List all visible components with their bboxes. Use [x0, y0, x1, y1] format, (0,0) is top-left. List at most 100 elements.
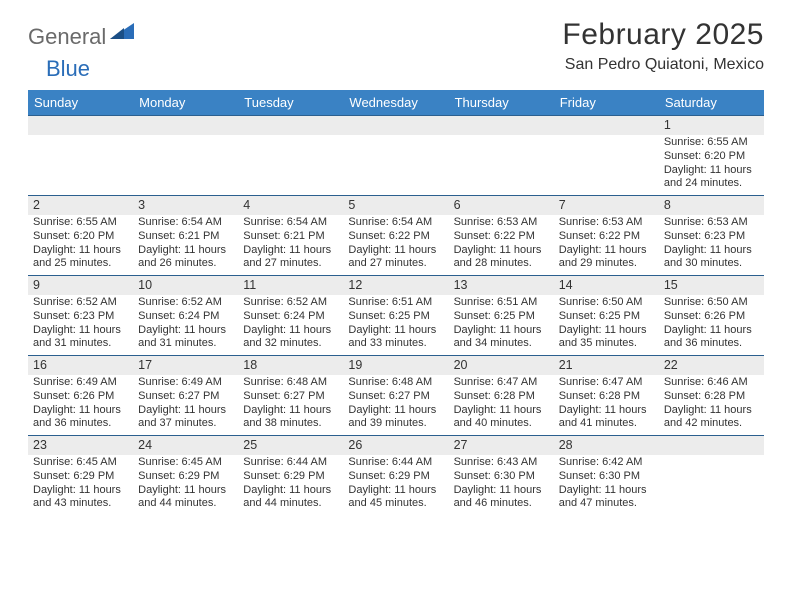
sunrise-line: Sunrise: 6:44 AM	[243, 456, 338, 470]
day-details: Sunrise: 6:44 AMSunset: 6:29 PMDaylight:…	[343, 455, 448, 515]
sunrise-line: Sunrise: 6:55 AM	[33, 216, 128, 230]
day-details: Sunrise: 6:55 AMSunset: 6:20 PMDaylight:…	[659, 135, 764, 195]
daylight-line: Daylight: 11 hours and 36 minutes.	[664, 324, 759, 352]
daylight-line: Daylight: 11 hours and 32 minutes.	[243, 324, 338, 352]
calendar-day-cell	[659, 435, 764, 515]
calendar-day-cell: 15Sunrise: 6:50 AMSunset: 6:26 PMDayligh…	[659, 275, 764, 355]
sunrise-line: Sunrise: 6:44 AM	[348, 456, 443, 470]
sunrise-line: Sunrise: 6:47 AM	[559, 376, 654, 390]
daylight-line: Daylight: 11 hours and 28 minutes.	[454, 244, 549, 272]
sunrise-line: Sunrise: 6:47 AM	[454, 376, 549, 390]
sunrise-line: Sunrise: 6:51 AM	[348, 296, 443, 310]
day-details: Sunrise: 6:42 AMSunset: 6:30 PMDaylight:…	[554, 455, 659, 515]
day-details	[449, 135, 554, 191]
calendar-day-cell: 18Sunrise: 6:48 AMSunset: 6:27 PMDayligh…	[238, 355, 343, 435]
daylight-line: Daylight: 11 hours and 44 minutes.	[138, 484, 233, 512]
calendar-day-cell	[28, 115, 133, 195]
daylight-line: Daylight: 11 hours and 33 minutes.	[348, 324, 443, 352]
day-details: Sunrise: 6:45 AMSunset: 6:29 PMDaylight:…	[28, 455, 133, 515]
calendar-day-cell	[238, 115, 343, 195]
day-number	[133, 115, 238, 135]
weekday-header: Wednesday	[343, 90, 448, 115]
sunset-line: Sunset: 6:29 PM	[33, 470, 128, 484]
calendar-day-cell: 6Sunrise: 6:53 AMSunset: 6:22 PMDaylight…	[449, 195, 554, 275]
calendar-day-cell: 23Sunrise: 6:45 AMSunset: 6:29 PMDayligh…	[28, 435, 133, 515]
day-number: 4	[238, 195, 343, 215]
sunrise-line: Sunrise: 6:53 AM	[454, 216, 549, 230]
day-details: Sunrise: 6:47 AMSunset: 6:28 PMDaylight:…	[449, 375, 554, 435]
calendar-day-cell: 8Sunrise: 6:53 AMSunset: 6:23 PMDaylight…	[659, 195, 764, 275]
day-number	[554, 115, 659, 135]
sunset-line: Sunset: 6:23 PM	[664, 230, 759, 244]
calendar-day-cell: 17Sunrise: 6:49 AMSunset: 6:27 PMDayligh…	[133, 355, 238, 435]
day-details: Sunrise: 6:44 AMSunset: 6:29 PMDaylight:…	[238, 455, 343, 515]
day-details: Sunrise: 6:48 AMSunset: 6:27 PMDaylight:…	[343, 375, 448, 435]
sunrise-line: Sunrise: 6:42 AM	[559, 456, 654, 470]
day-number: 24	[133, 435, 238, 455]
day-number: 27	[449, 435, 554, 455]
day-number	[659, 435, 764, 455]
location-subtitle: San Pedro Quiatoni, Mexico	[562, 56, 764, 74]
sunset-line: Sunset: 6:29 PM	[243, 470, 338, 484]
daylight-line: Daylight: 11 hours and 34 minutes.	[454, 324, 549, 352]
sunrise-line: Sunrise: 6:52 AM	[33, 296, 128, 310]
day-details: Sunrise: 6:51 AMSunset: 6:25 PMDaylight:…	[449, 295, 554, 355]
sunrise-line: Sunrise: 6:46 AM	[664, 376, 759, 390]
daylight-line: Daylight: 11 hours and 41 minutes.	[559, 404, 654, 432]
calendar-day-cell: 12Sunrise: 6:51 AMSunset: 6:25 PMDayligh…	[343, 275, 448, 355]
day-number: 22	[659, 355, 764, 375]
daylight-line: Daylight: 11 hours and 31 minutes.	[138, 324, 233, 352]
sunrise-line: Sunrise: 6:50 AM	[559, 296, 654, 310]
day-number: 18	[238, 355, 343, 375]
day-number: 20	[449, 355, 554, 375]
day-details: Sunrise: 6:49 AMSunset: 6:27 PMDaylight:…	[133, 375, 238, 435]
calendar-day-cell: 14Sunrise: 6:50 AMSunset: 6:25 PMDayligh…	[554, 275, 659, 355]
day-details: Sunrise: 6:53 AMSunset: 6:23 PMDaylight:…	[659, 215, 764, 275]
calendar-week-row: 9Sunrise: 6:52 AMSunset: 6:23 PMDaylight…	[28, 275, 764, 355]
calendar-week-row: 16Sunrise: 6:49 AMSunset: 6:26 PMDayligh…	[28, 355, 764, 435]
day-number: 8	[659, 195, 764, 215]
day-number: 1	[659, 115, 764, 135]
sunrise-line: Sunrise: 6:48 AM	[243, 376, 338, 390]
sunrise-line: Sunrise: 6:49 AM	[33, 376, 128, 390]
daylight-line: Daylight: 11 hours and 39 minutes.	[348, 404, 443, 432]
day-number	[449, 115, 554, 135]
day-number: 28	[554, 435, 659, 455]
day-number: 11	[238, 275, 343, 295]
sunrise-line: Sunrise: 6:43 AM	[454, 456, 549, 470]
day-number: 10	[133, 275, 238, 295]
calendar-day-cell: 21Sunrise: 6:47 AMSunset: 6:28 PMDayligh…	[554, 355, 659, 435]
daylight-line: Daylight: 11 hours and 36 minutes.	[33, 404, 128, 432]
day-details	[343, 135, 448, 191]
day-number: 21	[554, 355, 659, 375]
sunrise-line: Sunrise: 6:54 AM	[138, 216, 233, 230]
day-number	[238, 115, 343, 135]
calendar-day-cell: 7Sunrise: 6:53 AMSunset: 6:22 PMDaylight…	[554, 195, 659, 275]
calendar-day-cell: 28Sunrise: 6:42 AMSunset: 6:30 PMDayligh…	[554, 435, 659, 515]
weekday-header: Tuesday	[238, 90, 343, 115]
sunset-line: Sunset: 6:21 PM	[138, 230, 233, 244]
calendar-day-cell: 3Sunrise: 6:54 AMSunset: 6:21 PMDaylight…	[133, 195, 238, 275]
calendar-day-cell	[554, 115, 659, 195]
sunset-line: Sunset: 6:25 PM	[348, 310, 443, 324]
sunset-line: Sunset: 6:24 PM	[138, 310, 233, 324]
sunrise-line: Sunrise: 6:49 AM	[138, 376, 233, 390]
weekday-header-row: Sunday Monday Tuesday Wednesday Thursday…	[28, 90, 764, 115]
day-number: 25	[238, 435, 343, 455]
sunset-line: Sunset: 6:24 PM	[243, 310, 338, 324]
calendar-week-row: 1Sunrise: 6:55 AMSunset: 6:20 PMDaylight…	[28, 115, 764, 195]
sunrise-line: Sunrise: 6:54 AM	[243, 216, 338, 230]
daylight-line: Daylight: 11 hours and 38 minutes.	[243, 404, 338, 432]
day-details	[238, 135, 343, 191]
sunrise-line: Sunrise: 6:52 AM	[243, 296, 338, 310]
calendar-day-cell: 4Sunrise: 6:54 AMSunset: 6:21 PMDaylight…	[238, 195, 343, 275]
day-number: 7	[554, 195, 659, 215]
calendar-day-cell: 11Sunrise: 6:52 AMSunset: 6:24 PMDayligh…	[238, 275, 343, 355]
sunset-line: Sunset: 6:28 PM	[664, 390, 759, 404]
day-number	[343, 115, 448, 135]
day-details: Sunrise: 6:47 AMSunset: 6:28 PMDaylight:…	[554, 375, 659, 435]
sunset-line: Sunset: 6:30 PM	[454, 470, 549, 484]
sunset-line: Sunset: 6:29 PM	[138, 470, 233, 484]
sunset-line: Sunset: 6:22 PM	[559, 230, 654, 244]
month-title: February 2025	[562, 18, 764, 52]
